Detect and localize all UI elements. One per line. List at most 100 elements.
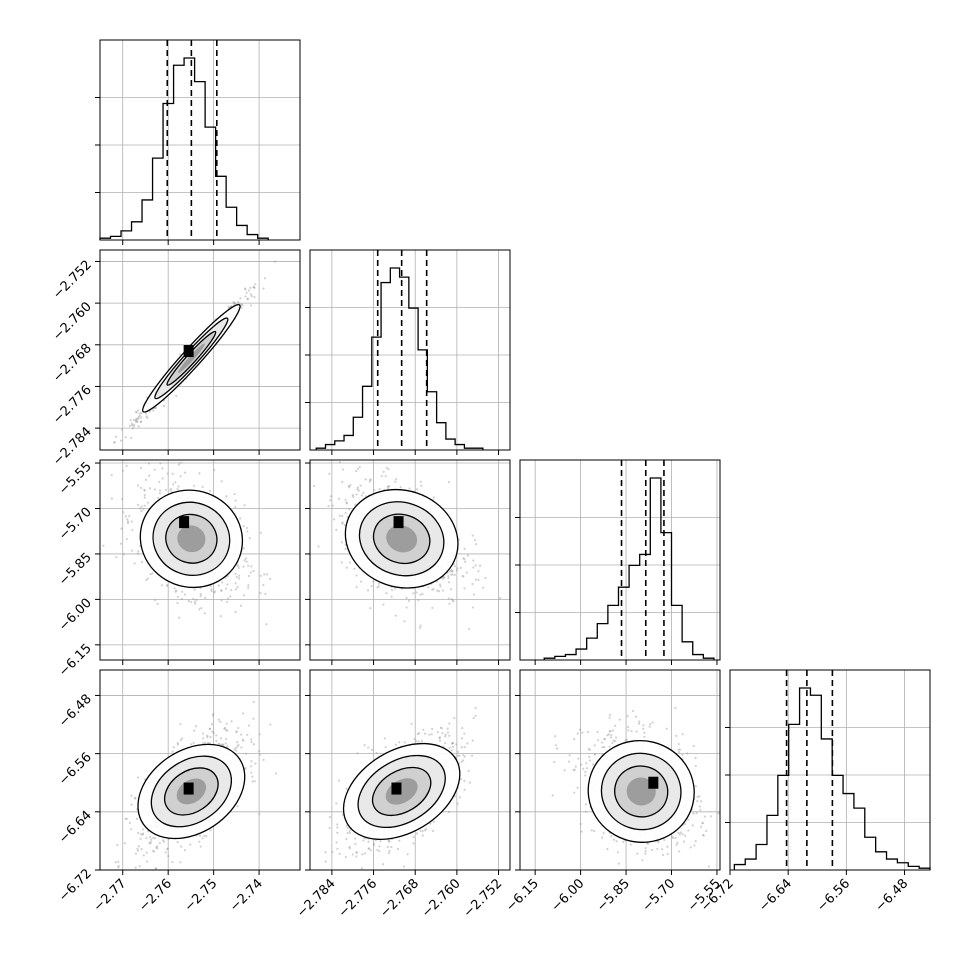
- scatter-point: [463, 558, 466, 561]
- scatter-point: [142, 507, 145, 510]
- scatter-point: [472, 716, 475, 720]
- scatter-point: [576, 786, 579, 789]
- scatter-point: [459, 778, 463, 781]
- scatter-point: [164, 488, 168, 491]
- scatter-point: [148, 841, 151, 845]
- scatter-point: [125, 537, 128, 541]
- scatter-point: [262, 583, 265, 587]
- scatter-point: [466, 554, 469, 557]
- scatter-point: [328, 826, 331, 829]
- scatter-point: [396, 847, 400, 851]
- scatter-point: [341, 480, 344, 484]
- scatter-point: [243, 559, 246, 562]
- scatter-point: [460, 737, 464, 740]
- scatter-point: [439, 585, 442, 588]
- scatter-point: [102, 544, 105, 547]
- scatter-point: [244, 295, 247, 298]
- scatter-point: [357, 489, 360, 492]
- scatter-point: [136, 420, 139, 423]
- scatter-point: [176, 841, 179, 844]
- scatter-point: [219, 614, 222, 618]
- scatter-point: [268, 577, 272, 581]
- scatter-layer: [551, 706, 720, 870]
- scatter-point: [234, 505, 237, 509]
- scatter-point: [431, 588, 434, 591]
- scatter-point: [717, 812, 720, 815]
- scatter-point: [438, 736, 441, 739]
- scatter-point: [239, 733, 243, 736]
- scatter-point: [451, 745, 455, 748]
- scatter-point: [451, 573, 454, 576]
- scatter-point: [143, 489, 146, 492]
- scatter-point: [387, 485, 390, 488]
- scatter-point: [696, 799, 699, 803]
- scatter-point: [259, 574, 262, 577]
- scatter-point: [380, 474, 383, 478]
- scatter-point: [344, 498, 347, 501]
- scatter-point: [344, 547, 347, 550]
- scatter-point: [139, 837, 142, 840]
- scatter-point: [174, 590, 177, 593]
- scatter-point: [137, 831, 140, 835]
- scatter-point: [250, 771, 253, 774]
- scatter-point: [204, 596, 207, 599]
- scatter-point: [205, 834, 208, 838]
- scatter-point: [259, 591, 262, 595]
- scatter-point: [451, 742, 454, 745]
- scatter-point: [202, 741, 205, 745]
- scatter-point: [331, 850, 334, 854]
- scatter-point: [450, 569, 454, 572]
- scatter-point: [687, 829, 690, 832]
- scatter-point: [448, 570, 452, 573]
- scatter-point: [210, 587, 213, 591]
- scatter-point: [124, 515, 127, 518]
- scatter-point: [345, 787, 348, 790]
- scatter-point: [136, 847, 139, 850]
- scatter-point: [247, 586, 250, 589]
- scatter-point: [190, 743, 193, 746]
- scatter-point: [135, 418, 138, 421]
- scatter-point: [149, 835, 152, 839]
- scatter-point: [237, 726, 240, 730]
- scatter-point: [387, 467, 390, 471]
- scatter-point: [412, 836, 415, 839]
- scatter-point: [448, 734, 451, 737]
- scatter-point: [384, 746, 387, 749]
- scatter-point: [398, 839, 401, 842]
- scatter-point: [194, 602, 197, 605]
- scatter-point: [172, 483, 175, 486]
- scatter-point: [247, 564, 250, 567]
- scatter-point: [129, 418, 132, 422]
- scatter-point: [133, 423, 136, 426]
- scatter-point: [331, 504, 334, 507]
- scatter-point: [166, 847, 169, 850]
- scatter-point: [226, 729, 229, 732]
- scatter-point: [463, 547, 466, 550]
- scatter-point: [447, 481, 451, 484]
- scatter-point: [455, 569, 459, 572]
- scatter-point: [249, 765, 253, 768]
- scatter-point: [265, 623, 268, 626]
- scatter-point: [141, 828, 145, 831]
- scatter-point: [160, 584, 164, 587]
- scatter-point: [376, 848, 379, 852]
- scatter-layer: [113, 260, 277, 444]
- scatter-point: [378, 845, 381, 848]
- scatter-point: [208, 727, 211, 731]
- scatter-point: [199, 592, 202, 596]
- scatter-point: [140, 416, 143, 419]
- scatter-point: [167, 854, 170, 858]
- scatter-point: [427, 586, 430, 589]
- scatter-point: [236, 586, 239, 589]
- scatter-point: [455, 743, 458, 746]
- scatter-point: [478, 564, 482, 567]
- scatter-point: [686, 752, 689, 755]
- scatter-point: [373, 488, 376, 492]
- scatter-point: [372, 580, 375, 583]
- scatter-point: [687, 818, 690, 821]
- scatter-point: [139, 420, 143, 423]
- scatter-point: [234, 499, 237, 502]
- scatter-point: [416, 732, 419, 736]
- scatter-point: [245, 560, 248, 563]
- scatter-point: [368, 480, 371, 483]
